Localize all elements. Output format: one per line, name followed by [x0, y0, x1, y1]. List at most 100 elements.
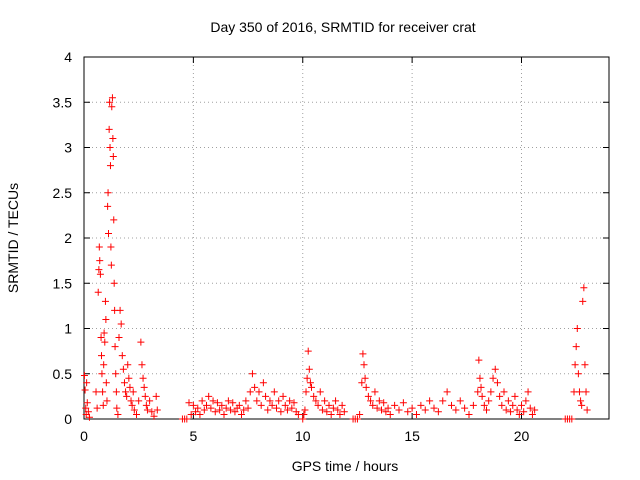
plot-frame — [83, 56, 610, 420]
data-point — [255, 388, 263, 396]
data-point — [98, 370, 106, 378]
data-point — [218, 401, 226, 409]
data-point — [522, 397, 530, 405]
data-point — [430, 404, 438, 412]
y-tick-label: 2.5 — [53, 185, 73, 201]
data-point — [106, 144, 114, 151]
data-point — [109, 134, 117, 142]
data-point — [94, 288, 102, 296]
chart-title: Day 350 of 2016, SRMTID for receiver cra… — [210, 19, 475, 35]
data-point — [122, 388, 130, 396]
data-point — [332, 397, 340, 405]
x-tick-label: 10 — [295, 428, 311, 444]
data-point — [140, 383, 148, 391]
data-point — [205, 392, 213, 400]
data-point — [329, 404, 337, 412]
data-point — [480, 401, 488, 409]
data-point — [281, 401, 289, 409]
data-point — [107, 243, 115, 251]
x-tick-label: 15 — [404, 428, 420, 444]
data-point — [82, 404, 90, 412]
data-point — [119, 365, 127, 373]
data-point — [240, 406, 248, 414]
data-point — [456, 397, 464, 405]
data-point — [196, 410, 204, 418]
data-point — [84, 408, 92, 416]
data-point — [509, 401, 517, 409]
data-point — [572, 343, 580, 351]
data-point — [279, 392, 287, 400]
x-tick-label: 20 — [514, 428, 530, 444]
data-point — [373, 404, 381, 412]
data-point — [507, 408, 515, 416]
data-point — [148, 408, 156, 416]
data-point — [135, 397, 143, 405]
y-axis-label: SRMTID / TECUs — [5, 183, 21, 293]
data-point — [183, 415, 191, 423]
y-tick-label: 3 — [64, 140, 72, 156]
data-point — [248, 370, 256, 378]
data-point — [386, 410, 394, 418]
data-point — [334, 406, 342, 414]
data-point — [413, 410, 420, 418]
data-point — [117, 320, 125, 328]
data-point — [242, 397, 250, 405]
data-point — [200, 406, 208, 414]
y-tick-label: 1.5 — [53, 275, 73, 291]
data-point — [518, 401, 525, 409]
data-point — [112, 370, 120, 378]
data-point — [231, 408, 239, 416]
data-point — [358, 379, 366, 387]
data-point — [277, 408, 285, 416]
data-point — [364, 392, 372, 400]
data-point — [95, 243, 103, 251]
data-point — [487, 388, 495, 396]
data-point — [360, 361, 368, 369]
data-point — [310, 392, 318, 400]
data-point — [520, 408, 528, 416]
data-point — [531, 406, 539, 414]
data-point — [187, 410, 195, 418]
data-point — [583, 406, 591, 414]
data-point — [110, 279, 118, 287]
data-point — [312, 397, 320, 405]
data-point — [238, 410, 245, 418]
data-point — [338, 401, 346, 409]
data-point — [378, 406, 385, 414]
data-point — [137, 338, 145, 346]
data-point — [475, 356, 483, 364]
data-point — [93, 404, 101, 412]
data-point — [579, 297, 587, 305]
y-tick-label: 0.5 — [53, 366, 73, 382]
y-tick-label: 4 — [64, 49, 72, 65]
data-point — [129, 388, 137, 396]
data-point — [224, 397, 232, 405]
data-point — [114, 410, 122, 418]
data-point — [192, 408, 200, 416]
data-point — [303, 374, 311, 382]
data-point — [222, 404, 230, 412]
data-point — [308, 383, 315, 391]
data-point — [286, 397, 294, 405]
data-point — [104, 189, 112, 197]
data-point — [189, 401, 197, 409]
y-tick-label: 0 — [64, 411, 72, 427]
data-point — [133, 410, 140, 418]
data-point — [476, 374, 484, 382]
data-point — [448, 401, 455, 409]
data-point — [105, 229, 112, 237]
data-points — [80, 94, 591, 423]
data-point — [100, 361, 108, 369]
data-point — [85, 413, 93, 421]
data-point — [306, 379, 314, 387]
data-point — [524, 388, 532, 396]
data-point — [321, 397, 329, 405]
x-tick-label: 5 — [189, 428, 197, 444]
data-point — [408, 404, 416, 412]
data-point — [384, 404, 392, 412]
data-point — [262, 392, 270, 400]
data-point — [528, 410, 536, 418]
data-point — [128, 401, 136, 409]
data-point — [489, 374, 497, 382]
